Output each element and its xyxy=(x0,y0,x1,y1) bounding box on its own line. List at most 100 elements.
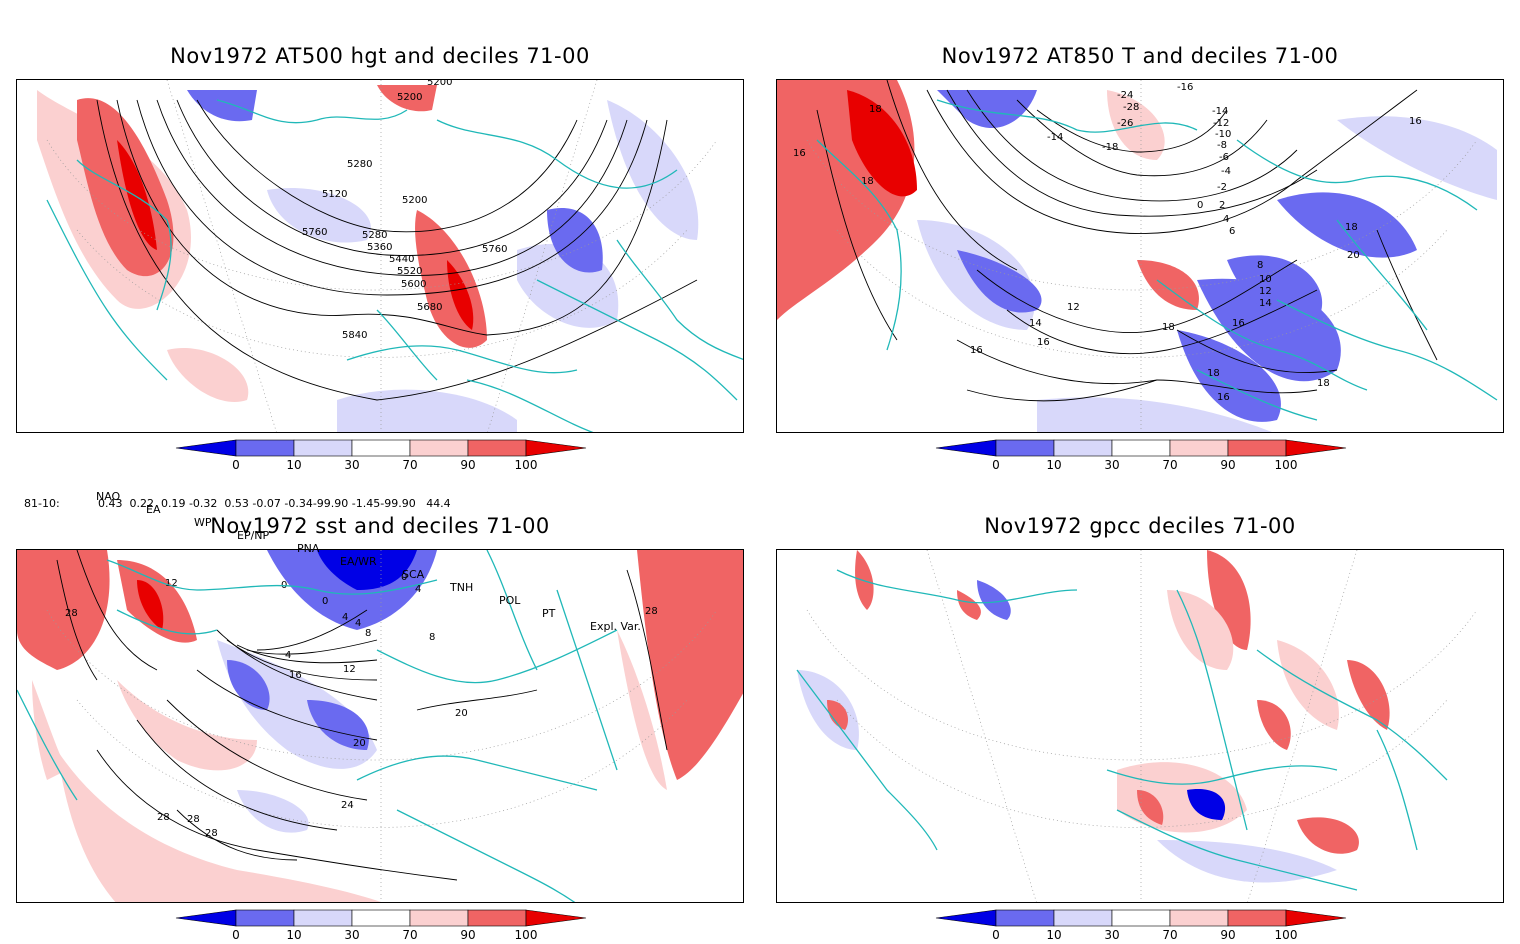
svg-text:0: 0 xyxy=(1197,200,1203,211)
colorbar-tick-label: 90 xyxy=(460,928,475,942)
svg-text:-24: -24 xyxy=(1117,90,1133,101)
hemisphere-area xyxy=(17,80,743,432)
colorbar-tick-label: 90 xyxy=(460,458,475,472)
svg-text:-26: -26 xyxy=(1117,118,1133,129)
colorbar-swatch-0 xyxy=(175,909,237,927)
svg-text:6: 6 xyxy=(1229,226,1235,237)
svg-text:5760: 5760 xyxy=(302,227,327,238)
index-header-explvar: Expl. Var. xyxy=(590,620,641,633)
coastlines xyxy=(816,99,1498,421)
svg-text:5360: 5360 xyxy=(367,242,392,253)
coastlines xyxy=(17,550,618,902)
index-header-ea: EA xyxy=(146,503,161,516)
decile-shading xyxy=(777,80,1497,432)
svg-text:18: 18 xyxy=(1345,222,1358,233)
colorbar-swatch-6 xyxy=(1285,909,1347,927)
colorbar-swatch-0 xyxy=(935,439,997,457)
svg-text:4: 4 xyxy=(1223,214,1229,225)
svg-text:28: 28 xyxy=(65,608,78,619)
colorbar-swatch-3 xyxy=(1111,439,1171,457)
panel-4-title: Nov1972 gpcc deciles 71-00 xyxy=(984,514,1296,538)
colorbar-tick-label: 0 xyxy=(232,458,240,472)
colorbar-4: 0 10 30 70 90 100 xyxy=(935,909,1347,942)
colorbar-tick-label: 10 xyxy=(286,458,301,472)
svg-text:5760: 5760 xyxy=(482,244,507,255)
svg-text:18: 18 xyxy=(1317,378,1330,389)
svg-text:-18: -18 xyxy=(1102,142,1118,153)
colorbar-tick-label: 100 xyxy=(515,458,538,472)
temperature-contours xyxy=(816,80,1438,402)
decile-shading xyxy=(37,85,699,432)
svg-text:16: 16 xyxy=(1232,318,1245,329)
svg-text:20: 20 xyxy=(353,738,366,749)
colorbar-swatch-3 xyxy=(1111,909,1171,927)
svg-text:8: 8 xyxy=(365,628,371,639)
colorbar-swatch-1 xyxy=(995,909,1055,927)
colorbar-swatch-6 xyxy=(525,439,587,457)
svg-text:4: 4 xyxy=(355,618,361,629)
svg-text:-16: -16 xyxy=(1177,82,1193,93)
svg-text:14: 14 xyxy=(1259,298,1272,309)
svg-text:16: 16 xyxy=(970,345,983,356)
colorbar-1: 0 10 30 70 90 100 xyxy=(175,439,587,472)
colorbar-swatch-2 xyxy=(1053,909,1113,927)
colorbar-tick-label: 0 xyxy=(992,928,1000,942)
colorbar-tick-label: 100 xyxy=(1275,458,1298,472)
contour-labels: 5120 5200 5280 5280 5360 5440 5520 5600 … xyxy=(302,80,507,341)
svg-text:-14: -14 xyxy=(1212,106,1228,117)
panel-1-title: Nov1972 AT500 hgt and deciles 71-00 xyxy=(170,44,590,68)
svg-text:8: 8 xyxy=(429,632,435,643)
colorbar-tick-label: 100 xyxy=(1275,928,1298,942)
index-header-pt: PT xyxy=(542,607,556,620)
coastlines xyxy=(796,569,1448,891)
index-header-pna: PNA xyxy=(297,542,320,555)
svg-text:24: 24 xyxy=(341,800,354,811)
svg-text:4: 4 xyxy=(342,612,348,623)
colorbar-tick-label: 100 xyxy=(515,928,538,942)
svg-text:5120: 5120 xyxy=(322,189,347,200)
index-header-pol: POL xyxy=(499,594,521,607)
colorbar-swatch-2 xyxy=(293,909,353,927)
graticule xyxy=(806,80,1478,432)
colorbar-swatch-3 xyxy=(351,439,411,457)
svg-text:-4: -4 xyxy=(1221,166,1231,177)
svg-text:-8: -8 xyxy=(1217,140,1227,151)
colorbar-swatch-4 xyxy=(1169,439,1229,457)
colorbar-ticks: 0 10 30 70 90 100 xyxy=(232,458,537,472)
graticule xyxy=(46,80,718,432)
colorbar-swatch-4 xyxy=(409,439,469,457)
index-header-tnh: TNH xyxy=(450,581,474,594)
colorbar-swatches xyxy=(175,439,587,457)
colorbar-ticks: 0 10 30 70 90 100 xyxy=(232,928,537,942)
svg-text:16: 16 xyxy=(1037,337,1050,348)
svg-text:-2: -2 xyxy=(1217,182,1227,193)
colorbar-tick-label: 70 xyxy=(1162,928,1177,942)
svg-text:12: 12 xyxy=(1067,302,1080,313)
map-hgt500-svg: 5120 5200 5280 5280 5360 5440 5520 5600 … xyxy=(17,80,743,432)
svg-text:18: 18 xyxy=(869,104,882,115)
colorbar-tick-label: 70 xyxy=(402,928,417,942)
svg-text:12: 12 xyxy=(165,578,178,589)
graticule xyxy=(46,550,718,902)
svg-text:-28: -28 xyxy=(1123,102,1139,113)
colorbar-swatches xyxy=(935,909,1347,927)
svg-text:18: 18 xyxy=(861,176,874,187)
colorbar-3: 0 10 30 70 90 100 xyxy=(175,909,587,942)
map-panel-gpcc xyxy=(776,549,1504,903)
svg-text:4: 4 xyxy=(415,584,421,595)
colorbar-tick-label: 30 xyxy=(344,928,359,942)
colorbar-swatch-2 xyxy=(293,439,353,457)
svg-text:5840: 5840 xyxy=(342,330,367,341)
index-header-eawr: EA/WR xyxy=(340,555,377,568)
svg-text:16: 16 xyxy=(289,670,302,681)
index-header-epnp: EP/NP xyxy=(237,529,270,542)
svg-text:5680: 5680 xyxy=(417,302,442,313)
svg-text:20: 20 xyxy=(1347,250,1360,261)
colorbar-tick-label: 90 xyxy=(1220,928,1235,942)
colorbar-swatch-5 xyxy=(467,909,527,927)
colorbar-tick-label: 0 xyxy=(992,458,1000,472)
colorbar-swatch-1 xyxy=(235,909,295,927)
svg-text:18: 18 xyxy=(1162,322,1175,333)
colorbar-tick-label: 10 xyxy=(1046,458,1061,472)
colorbar-tick-label: 70 xyxy=(402,458,417,472)
